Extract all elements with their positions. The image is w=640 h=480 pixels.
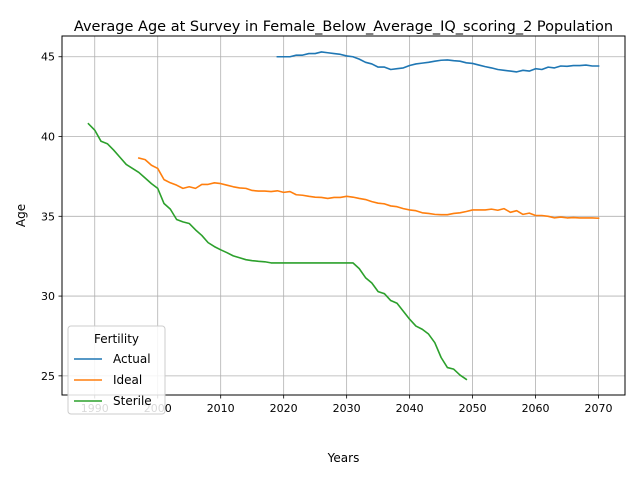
legend: Fertility Actual Ideal Sterile xyxy=(67,325,166,415)
y-axis-ticks: 25 30 35 40 45 xyxy=(41,51,62,383)
legend-items: Actual Ideal Sterile xyxy=(74,352,152,408)
chart-title: Average Age at Survey in Female_Below_Av… xyxy=(74,19,613,35)
x-axis-label: Years xyxy=(327,451,360,465)
y-tick-label: 25 xyxy=(41,370,55,383)
legend-label-ideal: Ideal xyxy=(113,373,142,387)
x-tick-label: 2020 xyxy=(270,402,298,415)
series-lines xyxy=(87,51,600,381)
series-line-sterile xyxy=(87,122,468,381)
y-tick-label: 30 xyxy=(41,290,55,303)
legend-label-sterile: Sterile xyxy=(113,394,152,408)
legend-title: Fertility xyxy=(94,332,139,346)
x-tick-label: 2060 xyxy=(522,402,550,415)
x-tick-label: 2040 xyxy=(396,402,424,415)
legend-box xyxy=(67,325,166,415)
x-tick-label: 2010 xyxy=(207,402,235,415)
x-tick-label: 2030 xyxy=(333,402,361,415)
y-tick-label: 40 xyxy=(41,131,55,144)
y-axis-label: Age xyxy=(14,204,28,227)
legend-label-actual: Actual xyxy=(113,352,151,366)
x-tick-label: 2050 xyxy=(459,402,487,415)
y-tick-label: 45 xyxy=(41,51,55,64)
series-line-actual xyxy=(276,51,600,73)
x-tick-label: 2070 xyxy=(585,402,613,415)
grid xyxy=(62,36,625,395)
plot-frame xyxy=(61,35,626,396)
series-line-ideal xyxy=(137,157,600,220)
y-tick-label: 35 xyxy=(41,210,55,223)
